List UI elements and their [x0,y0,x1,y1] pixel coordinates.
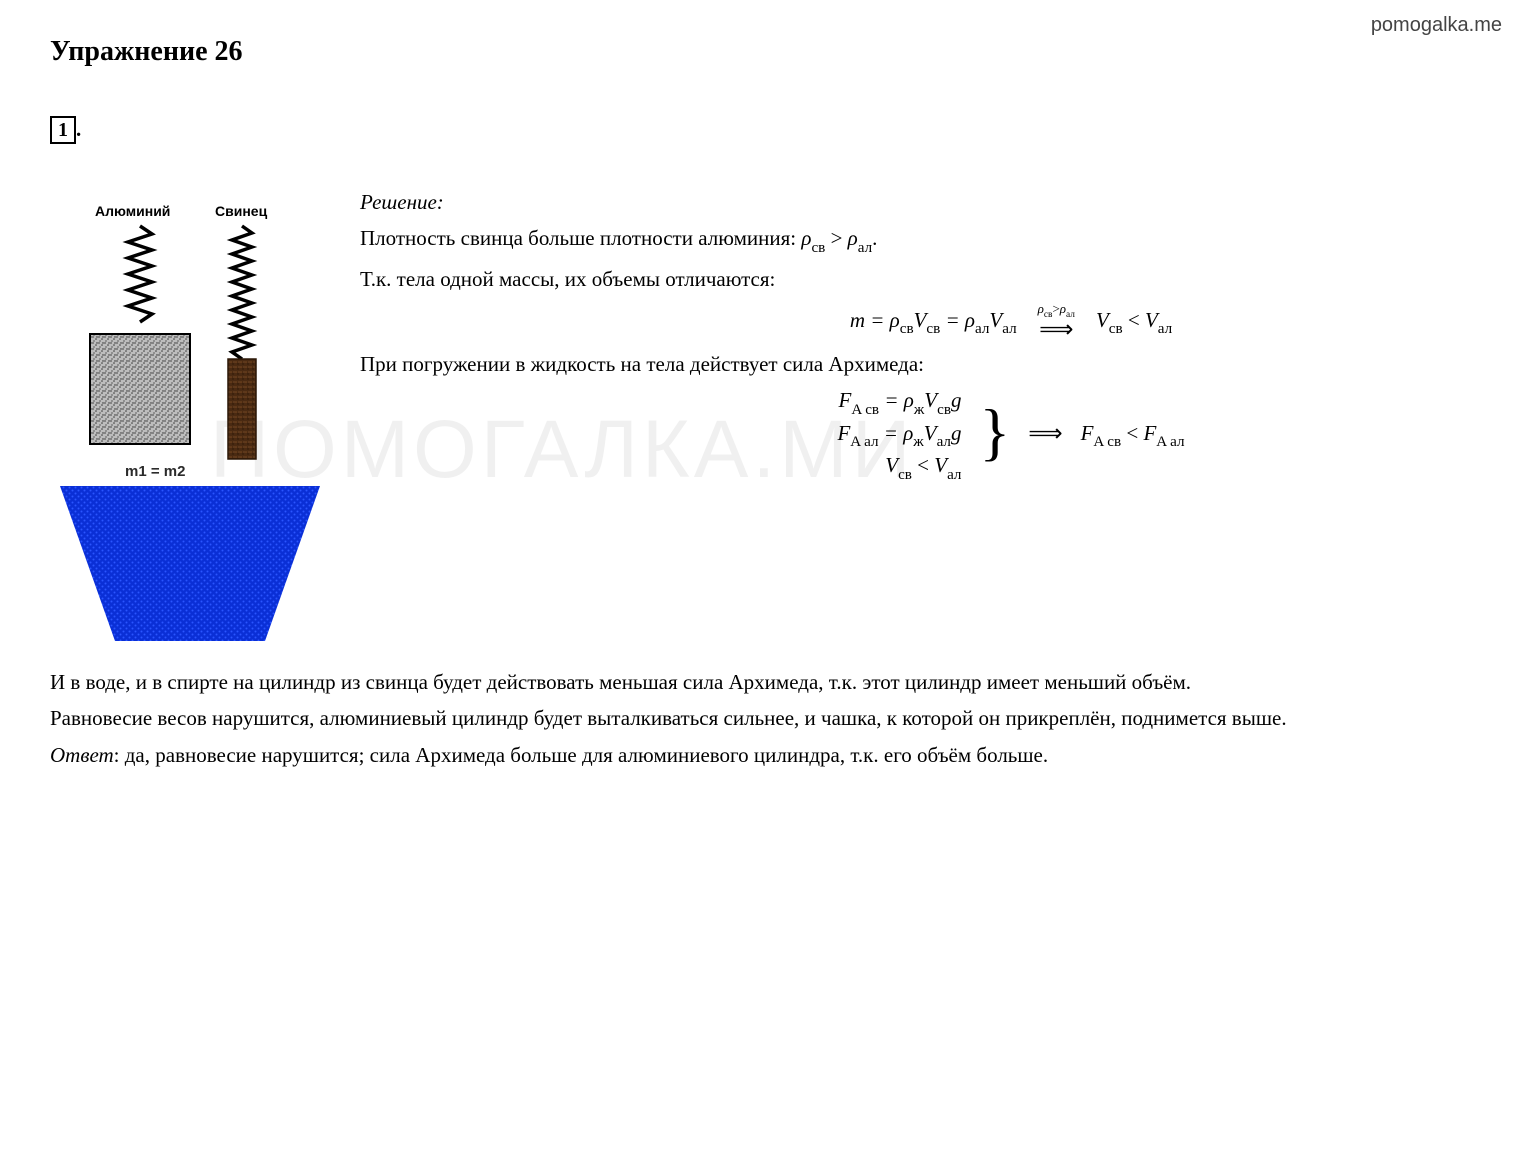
t: = ρ [879,388,914,412]
t: ⟹ [1039,318,1073,342]
body-p3: Ответ: да, равновесие нарушится; сила Ар… [50,739,1482,772]
t: ал [1002,321,1016,337]
t: Плотность свинца больше плотности алюмин… [360,226,801,250]
t: ρ [848,226,858,250]
t: V [1145,307,1158,331]
t: ал [947,467,961,483]
body-p2: Равновесие весов нарушится, алюминиевый … [50,702,1482,735]
body-p1: И в воде, и в спирте на цилиндр из свинц… [50,666,1482,699]
lead-block [228,359,256,459]
task-number-line: 1. [50,113,1482,146]
t: A св [851,402,879,418]
t: V [989,307,1002,331]
right-brace-icon: } [979,400,1010,470]
t: V [924,421,937,445]
water-container [60,486,320,641]
physics-diagram: Алюминий Свинец m1 = m2 [50,186,330,646]
solution-row: ПОМОГАЛКА.МИ [50,186,1482,646]
t: < [1123,307,1145,331]
t: V [885,453,898,477]
equation-2-left-system: FA св = ρжVсвg FA ал = ρжVалg Vсв < Vал [837,386,961,484]
task-number-dot: . [76,117,81,141]
t: св [811,240,825,256]
t: св [1044,310,1053,320]
t: ж [914,402,924,418]
t: g [951,388,962,412]
t: F [1081,421,1094,445]
t: ρ [1038,301,1044,316]
t: m = ρ [850,307,900,331]
equation-1: m = ρсвVсв = ρалVал ρсв>ρал ⟹ Vсв < Vал [540,302,1482,342]
t: F [839,388,852,412]
page-title: Упражнение 26 [50,30,1482,73]
implies-arrow-1: ρсв>ρал ⟹ [1038,302,1075,342]
aluminum-block [90,334,190,444]
t: A св [1093,434,1121,450]
t: F [837,421,850,445]
t: V [914,307,927,331]
equation-2-rhs: FA св < FA ал [1081,417,1185,454]
t: св [926,321,940,337]
t: ал [975,321,989,337]
solution-heading: Решение: [360,190,444,214]
t: V [924,388,937,412]
watermark-top: pomogalka.me [1371,10,1502,41]
t: ал [858,240,872,256]
t: A ал [1156,434,1184,450]
t: = ρ [879,421,914,445]
t: св [937,402,951,418]
diagram-label-lead: Свинец [215,203,268,219]
solution-text-column: Решение: Плотность свинца больше плотнос… [360,186,1482,490]
t: < [1121,421,1143,445]
t: g [951,421,962,445]
implies-arrow-2: ⟹ [1028,416,1062,453]
t: св [1109,321,1123,337]
diagram-column: Алюминий Свинец m1 = m2 [50,186,330,646]
t: > [825,226,847,250]
solution-line-2: Т.к. тела одной массы, их объемы отличаю… [360,263,1482,296]
t: A ал [850,434,878,450]
equation-2: FA св = ρжVсвg FA ал = ρжVалg Vсв < Vал … [540,386,1482,484]
t: ал [1158,321,1172,337]
t: ал [1066,310,1075,320]
answer-label: Ответ [50,743,114,767]
answer-text: : да, равновесие нарушится; сила Архимед… [114,743,1048,767]
solution-line-1: Плотность свинца больше плотности алюмин… [360,222,1482,259]
spring-aluminum [128,226,152,322]
t: ρ [801,226,811,250]
t: св [900,321,914,337]
t: F [1143,421,1156,445]
task-number-box: 1 [50,116,76,144]
t: > [1052,301,1059,316]
t: = ρ [940,307,975,331]
body-paragraphs: И в воде, и в спирте на цилиндр из свинц… [50,666,1482,772]
t: V [1096,307,1109,331]
t: ж [913,434,923,450]
t: < [912,453,934,477]
spring-lead [232,226,252,359]
diagram-mass-equality: m1 = m2 [125,463,185,480]
solution-line-3: При погружении в жидкость на тела действ… [360,348,1482,381]
t: . [872,226,877,250]
t: ал [937,434,951,450]
diagram-label-aluminum: Алюминий [95,203,170,219]
t: св [898,467,912,483]
t: V [934,453,947,477]
